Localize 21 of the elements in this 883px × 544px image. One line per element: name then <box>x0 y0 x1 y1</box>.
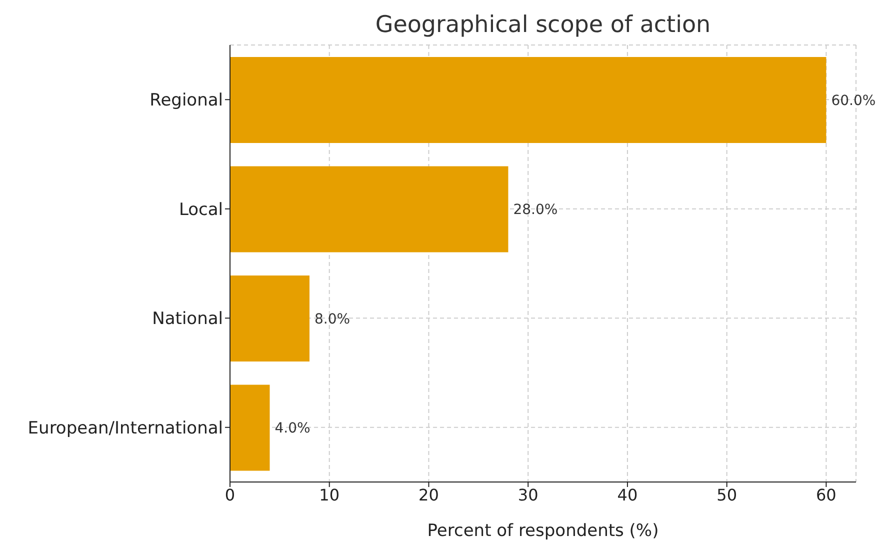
bar <box>230 57 826 143</box>
y-tick-label: Local <box>178 200 223 220</box>
x-tick-label: 40 <box>617 485 638 504</box>
x-tick-label: 10 <box>319 485 340 504</box>
chart-title: Geographical scope of action <box>374 12 712 38</box>
y-tick-label: Regional <box>150 90 223 111</box>
x-tick-label: 30 <box>518 485 538 504</box>
x-tick-label: 0 <box>224 485 236 504</box>
data-label: 28.0% <box>513 202 558 218</box>
bar <box>230 384 270 471</box>
y-tick-label: National <box>152 309 223 330</box>
data-label: 4.0% <box>274 420 310 437</box>
x-tick-label: 50 <box>716 485 738 504</box>
bar <box>230 276 310 362</box>
x-tick-label: 20 <box>418 485 439 504</box>
x-tick-label: 60 <box>816 485 836 504</box>
bar <box>230 166 508 252</box>
data-label: 8.0% <box>314 311 350 328</box>
y-tick-label: European/International <box>28 418 223 438</box>
data-label: 60.0% <box>831 92 876 109</box>
x-axis-title: Percent of respondents (%) <box>427 521 659 541</box>
